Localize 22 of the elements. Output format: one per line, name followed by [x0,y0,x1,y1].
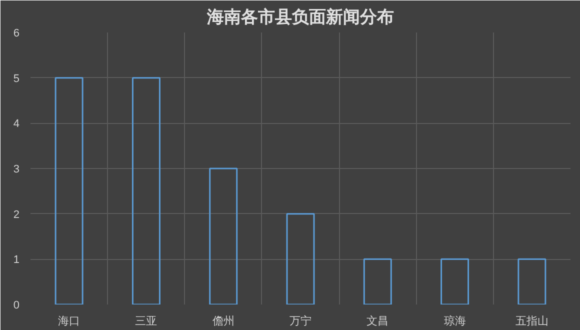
x-tick-label: 海口 [58,316,80,328]
chart-title: 海南各市县负面新闻分布 [206,8,394,28]
y-tick-label: 2 [13,208,20,221]
bar [440,258,470,304]
x-tick-label: 儋州 [212,314,234,328]
y-tick-label: 4 [13,118,20,130]
x-tick-label: 琼海 [444,314,466,328]
x-tick-label: 万宁 [290,314,312,328]
y-tick-label: 5 [13,72,20,85]
x-tick-label: 文昌 [366,314,389,328]
y-tick-label: 1 [13,254,20,266]
bar [209,168,238,304]
bar [518,258,546,304]
bar [363,258,392,304]
y-tick-label: 3 [13,164,20,176]
y-tick-label: 0 [13,300,20,312]
bar [286,213,315,304]
bar [54,77,84,304]
y-tick-label: 6 [13,28,20,40]
bar [132,77,160,304]
x-tick-label: 三亚 [135,316,158,328]
x-tick-label: 五指山 [515,314,548,328]
